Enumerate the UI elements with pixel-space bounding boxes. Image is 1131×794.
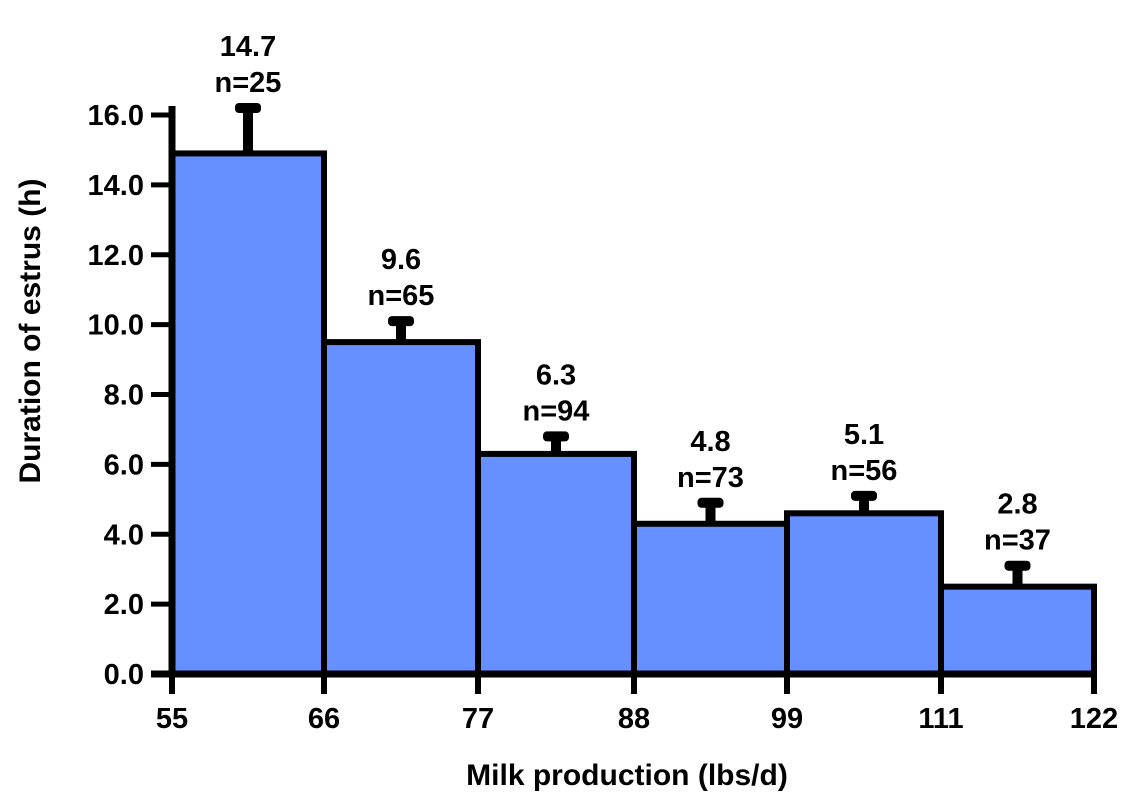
error-bar-cap (851, 490, 877, 501)
bar-n-label: n=65 (368, 280, 435, 312)
y-tick-label: 4.0 (104, 519, 144, 551)
x-tick-label: 77 (462, 703, 494, 735)
x-tick-label: 99 (771, 703, 803, 735)
bar-value-label: 2.8 (997, 489, 1037, 521)
bar-55-66 (169, 150, 327, 677)
y-tick-label: 12.0 (88, 240, 144, 272)
error-bar (1004, 560, 1031, 587)
error-bar-cap (1004, 560, 1031, 571)
error-bar-cap (697, 497, 724, 508)
bar-n-label: n=25 (215, 67, 282, 99)
bar-99-111 (784, 510, 944, 677)
y-tick-label: 8.0 (104, 380, 144, 412)
bar-88-99 (631, 520, 790, 677)
bar-n-label: n=73 (677, 462, 744, 494)
error-bar (235, 103, 261, 154)
x-axis-title: Milk production (lbs/d) (466, 759, 788, 792)
bar-77-88 (475, 450, 637, 677)
error-bar (388, 316, 414, 343)
error-bar-cap (388, 316, 414, 327)
bar-labels-layer: 14.7 n=25 9.6 n=65 6.3 n=94 4.8 n=73 5.1 n=56 2.8 n… (215, 31, 1051, 557)
bar-n-label: n=56 (831, 455, 898, 487)
bar-value-label: 4.8 (690, 426, 730, 458)
bar-value-label: 9.6 (381, 244, 421, 276)
error-bars-layer (235, 103, 1031, 587)
bars-layer (169, 150, 1097, 677)
error-bar-cap (543, 431, 569, 442)
x-tick-label: 111 (918, 703, 963, 735)
y-tick-label: 14.0 (88, 170, 144, 202)
bar-n-label: n=37 (984, 525, 1051, 557)
y-tick-label: 0.0 (104, 659, 144, 691)
bar-value-label: 5.1 (844, 419, 884, 451)
bar-n-label: n=94 (523, 395, 590, 427)
y-tick-label: 16.0 (88, 100, 144, 132)
y-tick-label: 10.0 (88, 310, 144, 342)
bar-111-122 (938, 583, 1097, 677)
bar-value-label: 6.3 (536, 359, 576, 391)
error-bar-cap (235, 103, 261, 114)
x-tick-label: 88 (618, 703, 650, 735)
y-tick-label: 2.0 (104, 589, 144, 621)
error-bar (697, 497, 724, 524)
bar-66-77 (321, 339, 481, 677)
x-tick-label: 122 (1070, 703, 1118, 735)
error-bar (543, 431, 569, 454)
y-tick-label: 6.0 (104, 449, 144, 481)
axes-layer: 0.0 2.0 4.0 6.0 8.0 10.0 12.0 14.0 16.0 55 66 77 88 9… (88, 100, 1119, 735)
x-tick-label: 55 (156, 703, 188, 735)
error-bar (851, 490, 877, 514)
bar-value-label: 14.7 (220, 31, 276, 63)
x-tick-label: 66 (308, 703, 340, 735)
y-axis-title: Duration of estrus (h) (14, 179, 47, 484)
